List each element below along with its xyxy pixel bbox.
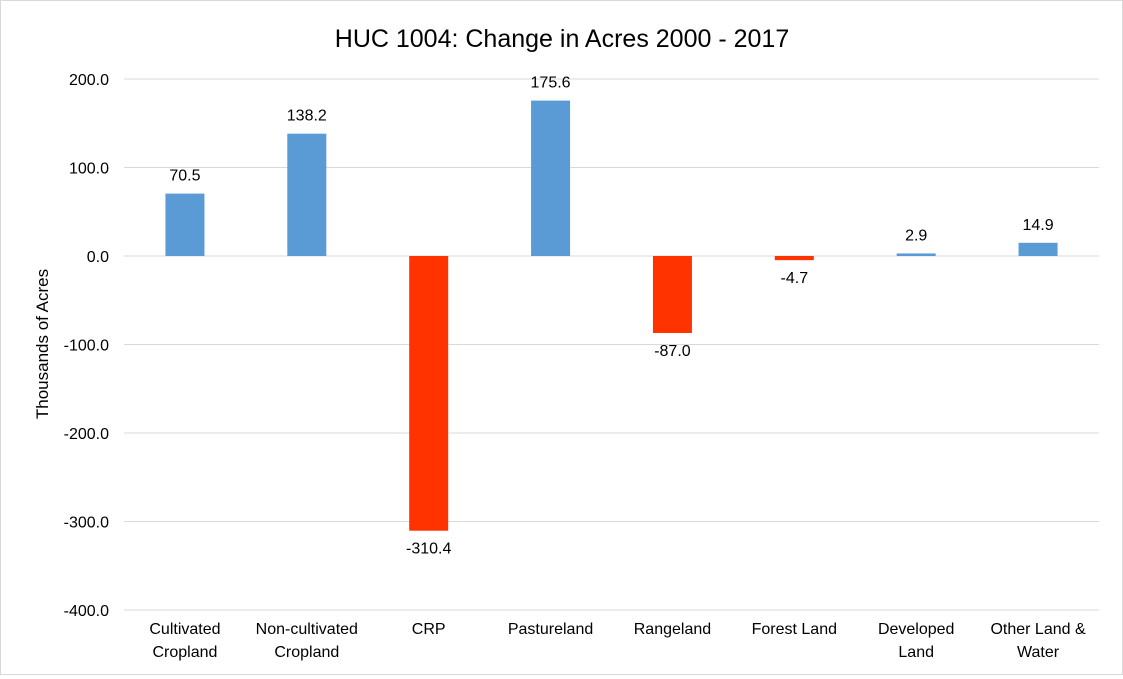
bar [896,253,936,256]
y-tick-label: 0.0 [87,249,109,266]
x-tick-label: Rangeland [634,621,711,638]
bar [774,256,814,261]
data-label: 138.2 [287,108,327,125]
bar [165,193,205,256]
bar [409,256,449,531]
bar [287,133,327,256]
chart-title: HUC 1004: Change in Acres 2000 - 2017 [335,25,789,53]
y-tick-label: 100.0 [69,161,109,178]
data-label: 2.9 [905,227,927,244]
x-tick-label: Other Land & [990,621,1086,638]
x-tick-label: Developed [878,621,955,638]
gridlines [124,78,1099,611]
data-labels: 70.5 138.2 -310.4 175.6 -87.0 -4.7 2.9 14.9 [169,75,1053,558]
bar [1018,242,1058,256]
x-tick-label: Cropland [274,644,339,661]
x-tick-label: CRP [412,621,446,638]
x-tick-label: Cropland [152,644,217,661]
x-tick-label: Land [898,644,934,661]
x-tick-label: Forest Land [752,621,837,638]
data-label: -87.0 [654,343,691,360]
y-tick-label: 200.0 [69,72,109,89]
data-label: -4.7 [781,270,809,287]
x-tick-labels: Cultivated Cropland Non-cultivated Cropland… [149,621,1086,661]
bars [165,100,1058,531]
y-tick-labels: 200.0 100.0 0.0 -100.0 -200.0 -300.0 -400.0 [64,72,109,620]
y-tick-label: -300.0 [64,515,109,532]
bar [652,256,692,333]
data-label: 175.6 [531,75,571,92]
y-tick-label: -400.0 [64,603,109,620]
x-tick-label: Non-cultivated [256,621,358,638]
bar [531,100,571,257]
x-tick-label: Water [1017,644,1060,661]
x-tick-label: Cultivated [149,621,220,638]
y-tick-label: -100.0 [64,338,109,355]
data-label: 14.9 [1022,217,1053,234]
x-tick-label: Pastureland [508,621,593,638]
data-label: -310.4 [406,541,451,558]
y-tick-label: -200.0 [64,426,109,443]
y-axis-label: Thousands of Acres [33,269,52,419]
data-label: 70.5 [169,168,200,185]
